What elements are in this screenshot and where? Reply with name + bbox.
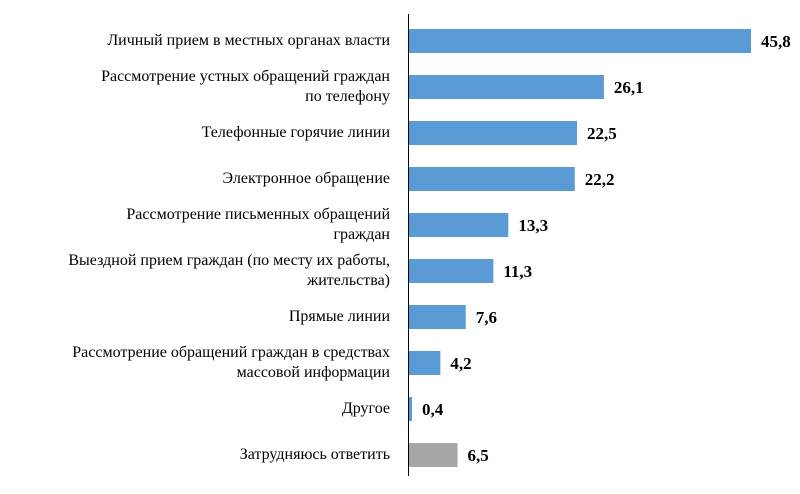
category-label: Электронное обращение (223, 170, 391, 187)
category-label: Другое (342, 400, 390, 417)
value-label: 13,3 (518, 216, 548, 235)
category-label: Рассмотрение обращений граждан в средств… (72, 344, 390, 381)
category-label: Телефонные горячие линии (202, 124, 391, 141)
category-label: Выездной прием граждан (по месту их рабо… (68, 252, 390, 289)
value-label: 11,3 (503, 262, 532, 281)
value-label: 26,1 (614, 78, 644, 97)
bar (409, 121, 578, 145)
bar (409, 305, 466, 329)
bar (409, 259, 494, 283)
value-label: 0,4 (422, 400, 444, 419)
bar (409, 75, 604, 99)
value-label: 4,2 (450, 354, 471, 373)
bar (409, 351, 441, 375)
value-label: 6,5 (468, 446, 489, 465)
bar (409, 213, 509, 237)
bar (409, 397, 412, 421)
value-label: 22,5 (587, 124, 617, 143)
bar (409, 443, 458, 467)
value-label: 45,8 (761, 32, 791, 51)
category-label: Рассмотрение письменных обращений граждан (126, 206, 390, 243)
value-label: 7,6 (476, 308, 497, 327)
bar (409, 167, 575, 191)
category-label: Личный прием в местных органах власти (107, 32, 390, 49)
category-label: Затрудняюсь ответить (240, 446, 390, 463)
category-label: Рассмотрение устных обращений граждан по … (101, 68, 390, 105)
bar (409, 29, 751, 53)
category-label: Прямые линии (289, 308, 391, 325)
value-label: 22,2 (585, 170, 615, 189)
